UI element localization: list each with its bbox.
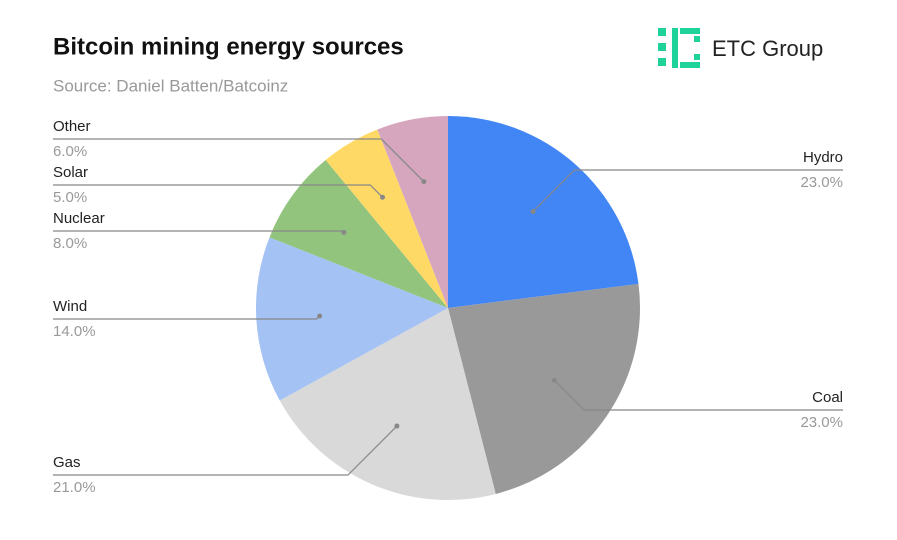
chart-subtitle: Source: Daniel Batten/Batcoinz [53, 76, 288, 95]
slice-value-label: 8.0% [53, 235, 87, 252]
leader-line [53, 425, 398, 476]
slice-label: Wind [53, 298, 87, 315]
leader-dot [380, 194, 386, 200]
slice-label: Hydro [803, 149, 843, 166]
slice-value-label: 14.0% [53, 323, 96, 340]
pie-slice [448, 116, 639, 308]
slice-value-label: 23.0% [800, 174, 843, 191]
pie-slice [325, 129, 448, 308]
slice-label: Gas [53, 454, 81, 471]
slice-label: Coal [812, 389, 843, 406]
slice-label: Nuclear [53, 210, 105, 227]
pie-slice [269, 160, 448, 308]
pie-slice [256, 237, 448, 401]
pie-slice [279, 308, 496, 500]
logo-text: ETC Group [712, 36, 823, 61]
pie-slice [377, 116, 448, 308]
slice-label: Solar [53, 164, 88, 181]
leader-dot [551, 377, 557, 383]
leader-dot [530, 209, 536, 215]
slice-value-label: 23.0% [800, 414, 843, 431]
slice-value-label: 6.0% [53, 143, 87, 160]
pie-slice [448, 283, 640, 494]
leader-line [53, 138, 425, 183]
leader-dot [394, 423, 400, 429]
slice-value-label: 21.0% [53, 479, 96, 496]
slice-value-label: 5.0% [53, 189, 87, 206]
leader-dot [341, 229, 347, 235]
chart-title: Bitcoin mining energy sources [53, 33, 404, 60]
leader-line [532, 169, 843, 212]
leader-line [53, 184, 383, 198]
leader-dot [421, 179, 427, 185]
logo-icon [658, 28, 700, 68]
leader-line [553, 379, 843, 411]
slice-label: Other [53, 118, 91, 135]
leader-dot [317, 313, 323, 319]
